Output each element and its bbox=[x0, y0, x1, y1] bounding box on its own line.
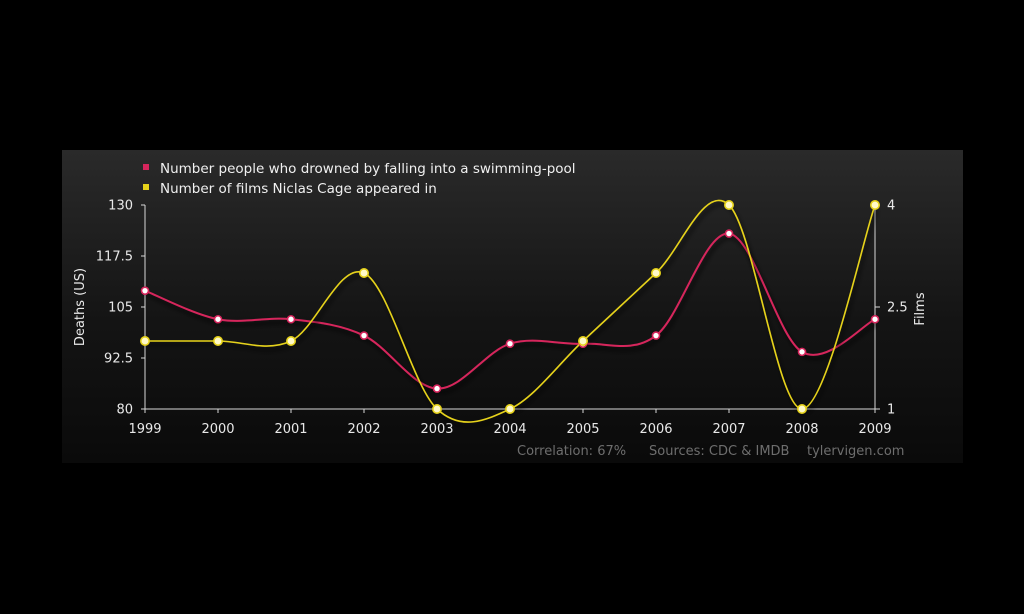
axes bbox=[144, 205, 876, 410]
drownings-point bbox=[213, 314, 223, 324]
left-tick-label: 92.5 bbox=[104, 352, 133, 367]
x-tick-label: 2002 bbox=[347, 422, 380, 437]
series-points bbox=[140, 200, 880, 414]
left-tick-label: 117.5 bbox=[96, 250, 133, 265]
films-point bbox=[723, 200, 734, 211]
x-tick-label: 2009 bbox=[858, 422, 891, 437]
x-tick-label: 1999 bbox=[128, 422, 161, 437]
footer-correlation: Correlation: 67% bbox=[517, 444, 626, 459]
y-axis-left-title: Deaths (US) bbox=[73, 268, 88, 346]
drownings-point bbox=[797, 347, 807, 357]
drownings-point bbox=[140, 286, 150, 295]
films-point bbox=[650, 267, 661, 278]
films-point bbox=[504, 403, 515, 414]
footer-sources: Sources: CDC & IMDB bbox=[649, 444, 789, 459]
drownings-point bbox=[359, 331, 369, 340]
left-axis-ticks: 130 117.5 105 92.5 80 bbox=[96, 199, 145, 418]
right-tick-label: 1 bbox=[887, 403, 895, 418]
x-tick-label: 2005 bbox=[566, 422, 599, 437]
legend-label-films: Number of films Niclas Cage appeared in bbox=[160, 181, 437, 197]
films-point bbox=[431, 403, 442, 414]
legend-swatch-films bbox=[143, 184, 149, 190]
films-point bbox=[213, 335, 224, 346]
legend: Number people who drowned by falling int… bbox=[143, 161, 576, 197]
x-tick-label: 2003 bbox=[420, 422, 453, 437]
left-tick-label: 105 bbox=[108, 301, 133, 316]
drownings-point bbox=[432, 384, 442, 393]
films-point bbox=[796, 403, 807, 414]
legend-label-drownings: Number people who drowned by falling int… bbox=[160, 161, 576, 177]
drownings-point bbox=[870, 314, 880, 324]
footer-site: tylervigen.com bbox=[807, 444, 904, 459]
x-tick-label: 2004 bbox=[493, 422, 526, 437]
x-tick-label: 2007 bbox=[712, 422, 745, 437]
right-tick-label: 4 bbox=[887, 199, 895, 214]
y-axis-right-title: Films bbox=[913, 292, 928, 325]
x-tick-label: 2008 bbox=[785, 422, 818, 437]
x-axis-ticks: 1999 2000 2001 2002 2003 2004 2005 2006 2007 2008… bbox=[128, 409, 892, 437]
left-tick-label: 80 bbox=[116, 403, 133, 418]
series-line-drownings bbox=[144, 232, 876, 390]
films-point bbox=[285, 335, 296, 346]
x-tick-label: 2000 bbox=[201, 422, 234, 437]
films-point bbox=[869, 200, 880, 211]
drownings-point bbox=[651, 331, 661, 340]
films-point bbox=[140, 335, 151, 346]
series-line-films bbox=[144, 199, 876, 423]
legend-swatch-drownings bbox=[143, 164, 149, 170]
drownings-point bbox=[724, 229, 734, 238]
left-tick-label: 130 bbox=[108, 199, 133, 214]
footer: Correlation: 67% Sources: CDC & IMDB tyl… bbox=[517, 444, 904, 459]
x-tick-label: 2001 bbox=[274, 422, 307, 437]
right-axis-ticks: 42.51 bbox=[875, 199, 908, 418]
drownings-point bbox=[286, 314, 296, 324]
films-point bbox=[358, 267, 369, 278]
series-lines bbox=[144, 199, 876, 423]
drownings-point bbox=[505, 339, 515, 349]
films-point bbox=[577, 335, 588, 346]
x-tick-label: 2006 bbox=[639, 422, 672, 437]
right-tick-label: 2.5 bbox=[887, 301, 908, 316]
